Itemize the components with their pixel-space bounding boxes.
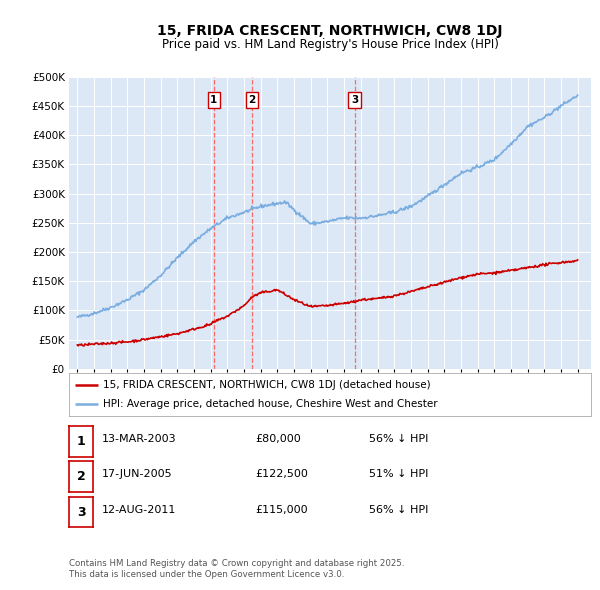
Text: 3: 3 bbox=[77, 506, 85, 519]
Text: HPI: Average price, detached house, Cheshire West and Chester: HPI: Average price, detached house, Ches… bbox=[103, 399, 437, 409]
Text: 12-AUG-2011: 12-AUG-2011 bbox=[102, 505, 176, 514]
Text: 13-MAR-2003: 13-MAR-2003 bbox=[102, 434, 176, 444]
Text: 56% ↓ HPI: 56% ↓ HPI bbox=[369, 505, 428, 514]
Text: 3: 3 bbox=[351, 95, 358, 105]
Text: 15, FRIDA CRESCENT, NORTHWICH, CW8 1DJ (detached house): 15, FRIDA CRESCENT, NORTHWICH, CW8 1DJ (… bbox=[103, 380, 431, 390]
Text: £122,500: £122,500 bbox=[255, 470, 308, 479]
Text: 15, FRIDA CRESCENT, NORTHWICH, CW8 1DJ: 15, FRIDA CRESCENT, NORTHWICH, CW8 1DJ bbox=[157, 24, 503, 38]
Text: Contains HM Land Registry data © Crown copyright and database right 2025.
This d: Contains HM Land Registry data © Crown c… bbox=[69, 559, 404, 579]
Text: Price paid vs. HM Land Registry's House Price Index (HPI): Price paid vs. HM Land Registry's House … bbox=[161, 38, 499, 51]
Text: 2: 2 bbox=[248, 95, 256, 105]
Text: 51% ↓ HPI: 51% ↓ HPI bbox=[369, 470, 428, 479]
Text: £80,000: £80,000 bbox=[255, 434, 301, 444]
Text: 1: 1 bbox=[77, 435, 85, 448]
Text: £115,000: £115,000 bbox=[255, 505, 308, 514]
Text: 2: 2 bbox=[77, 470, 85, 483]
Text: 17-JUN-2005: 17-JUN-2005 bbox=[102, 470, 173, 479]
Text: 1: 1 bbox=[211, 95, 218, 105]
Text: 56% ↓ HPI: 56% ↓ HPI bbox=[369, 434, 428, 444]
